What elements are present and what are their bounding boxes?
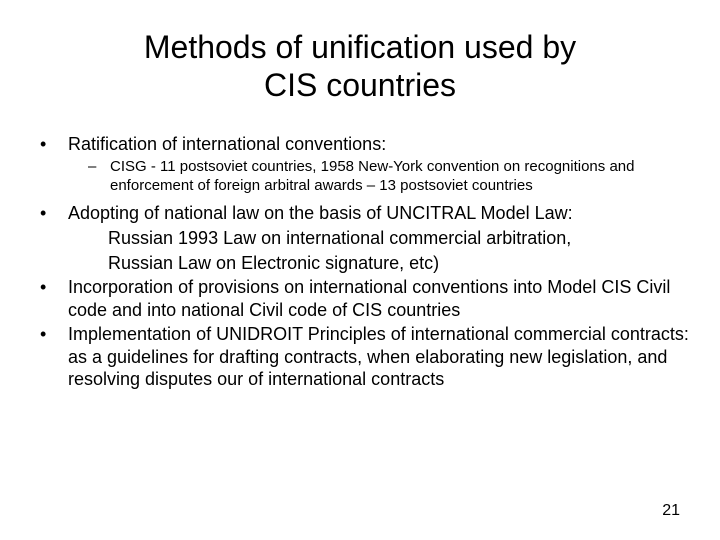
bullet-continuation: Russian 1993 Law on international commer… — [108, 227, 690, 250]
bullet-text: Ratification of international convention… — [68, 133, 690, 156]
slide-title: Methods of unification used by CIS count… — [30, 28, 690, 105]
title-line-1: Methods of unification used by — [144, 29, 576, 65]
bullet-marker: • — [40, 323, 68, 346]
bullet-text: Incorporation of provisions on internati… — [68, 276, 690, 321]
title-line-2: CIS countries — [264, 67, 456, 103]
bullet-marker: • — [40, 202, 68, 225]
sub-bullet-text: CISG - 11 postsoviet countries, 1958 New… — [110, 158, 690, 196]
bullet-item: • Incorporation of provisions on interna… — [40, 276, 690, 321]
slide-body: • Ratification of international conventi… — [30, 133, 690, 391]
bullet-item: • Ratification of international conventi… — [40, 133, 690, 156]
bullet-text: Adopting of national law on the basis of… — [68, 202, 690, 225]
page-number: 21 — [662, 502, 680, 520]
bullet-item: • Adopting of national law on the basis … — [40, 202, 690, 225]
bullet-text: Implementation of UNIDROIT Principles of… — [68, 323, 690, 391]
sub-bullet-item: – CISG - 11 postsoviet countries, 1958 N… — [88, 158, 690, 196]
sub-bullet-marker: – — [88, 158, 110, 177]
bullet-marker: • — [40, 276, 68, 299]
bullet-continuation: Russian Law on Electronic signature, etc… — [108, 252, 690, 275]
bullet-item: • Implementation of UNIDROIT Principles … — [40, 323, 690, 391]
bullet-marker: • — [40, 133, 68, 156]
